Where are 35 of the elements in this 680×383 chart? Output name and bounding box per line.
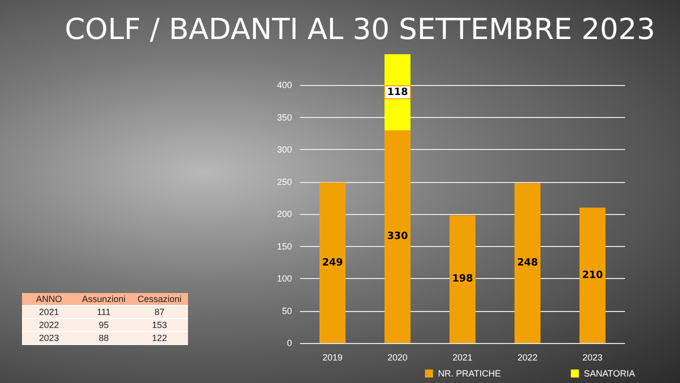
text: 2023 [22,332,76,344]
x-tick-label: 2023 [582,352,603,362]
data-label: 249 [322,257,343,268]
y-tick-label: 250 [276,176,292,187]
data-label: 330 [387,231,408,242]
text: 2022 [22,318,76,332]
text: 95 [76,318,132,332]
x-tick-label: 2022 [517,352,538,362]
chart-title: COLF / BADANTI AL 30 SETTEMBRE 2023 [64,12,656,46]
y-tick-label: 150 [276,241,292,252]
y-tick-label: 350 [276,112,292,122]
y-tick-label: 400 [276,80,292,90]
data-label: 210 [582,270,603,281]
x-tick-label: 2021 [452,352,473,362]
x-tick-label: 2019 [322,352,343,362]
text: 88 [76,332,132,344]
y-tick-label: 0 [286,338,292,348]
y-tick-label: 200 [276,209,292,220]
text: 153 [132,318,188,332]
x-tick-label: 2020 [387,352,408,362]
text: ANNO [22,293,76,306]
legend-label: SANATORIA [584,368,636,378]
y-tick-label: 100 [276,274,292,284]
text: 111 [76,306,132,318]
text: 2021 [22,306,76,318]
text: 87 [132,306,188,318]
y-tick-label: 300 [276,144,292,155]
legend-label: NR. PRATICHE [438,368,501,378]
data-label: 248 [517,258,538,269]
data-label: 118 [387,86,408,98]
text: 122 [132,332,188,344]
y-tick-label: 50 [282,306,292,316]
text: Cessazioni [132,293,188,306]
data-label: 198 [452,274,473,285]
text: Assunzioni [76,293,132,306]
